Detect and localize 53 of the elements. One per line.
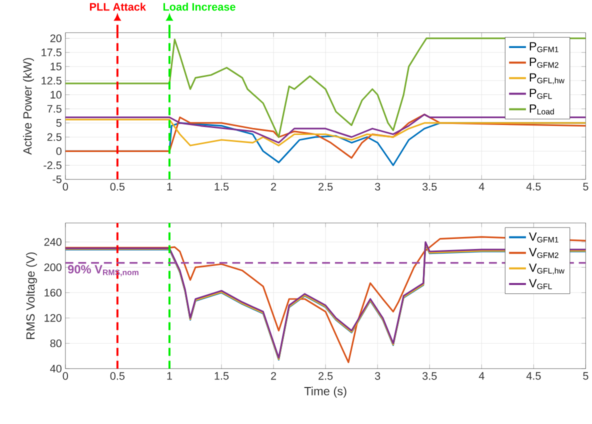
y-axis-title: Active Power (kW) — [22, 58, 34, 155]
legend-label: P$_{GFL}$ — [530, 88, 552, 99]
legend-label: V$_{GFL,hw}$ — [528, 264, 564, 274]
y-tick-label: 20 — [50, 34, 62, 42]
legend-label: P$_{GFM1}$ — [530, 42, 558, 52]
ref-line-label: Load Increase — [163, 2, 236, 11]
y-axis-title: RMS Voltage (V) — [26, 252, 38, 339]
x-tick-label: 0.5 — [110, 182, 125, 190]
y-tick-label: 120 — [44, 314, 62, 322]
legend-label: P$_{GFM2}$ — [530, 58, 558, 68]
x-tick-label: 2 — [271, 182, 276, 190]
x-axis-title: Time (s) — [304, 386, 346, 398]
y-tick-label: 15 — [50, 62, 62, 70]
y-tick-label: 12.5 — [42, 76, 62, 84]
x-tick-label: 2 — [271, 372, 276, 380]
legend-label: V$_{GFL}$ — [528, 279, 552, 290]
y-tick-label: 2.5 — [47, 133, 62, 141]
x-tick-label: 1 — [167, 372, 172, 380]
y-tick-label: 10 — [50, 90, 62, 99]
x-tick-label: 3.5 — [422, 182, 437, 190]
y-tick-label: -5 — [52, 176, 62, 184]
legend-label: P$_{GFL,hw}$ — [530, 73, 564, 84]
y-tick-label: 80 — [50, 339, 62, 348]
x-tick-label: 4 — [478, 182, 484, 190]
y-tick-label: 240 — [44, 238, 62, 246]
x-tick-label: 4.5 — [526, 182, 541, 190]
x-tick-label: 1.5 — [214, 182, 229, 190]
x-tick-label: 0 — [62, 182, 68, 190]
ref-line-label: PLL Attack — [90, 2, 146, 11]
x-tick-label: 2.5 — [318, 182, 333, 190]
x-tick-label: 1 — [167, 182, 172, 190]
x-tick-label: 0.5 — [110, 372, 125, 380]
x-tick-label: 5 — [583, 372, 588, 380]
y-tick-label: 160 — [44, 288, 62, 296]
legend-label: V$_{GFM2}$ — [528, 248, 558, 258]
x-tick-label: 4.5 — [526, 372, 541, 380]
y-tick-label: -2.5 — [44, 161, 62, 170]
x-tick-label: 2.5 — [318, 372, 333, 380]
x-tick-label: 0 — [62, 372, 68, 380]
x-tick-label: 3 — [374, 182, 380, 190]
y-tick-label: 7.5 — [47, 104, 62, 113]
x-tick-label: 5 — [583, 182, 588, 190]
legend-label: V$_{GFM1}$ — [528, 232, 558, 242]
y-tick-label: 200 — [44, 263, 62, 272]
x-tick-label: 3 — [374, 372, 380, 380]
legend-label: P$_{Load}$ — [530, 104, 554, 114]
x-tick-label: 3.5 — [422, 372, 437, 380]
y-tick-label: 5 — [56, 119, 62, 127]
x-tick-label: 4 — [478, 372, 484, 380]
y-tick-label: 17.5 — [42, 48, 62, 56]
y-tick-label: 0 — [56, 147, 62, 155]
y-tick-label: 40 — [50, 364, 62, 372]
x-tick-label: 1.5 — [214, 372, 229, 380]
